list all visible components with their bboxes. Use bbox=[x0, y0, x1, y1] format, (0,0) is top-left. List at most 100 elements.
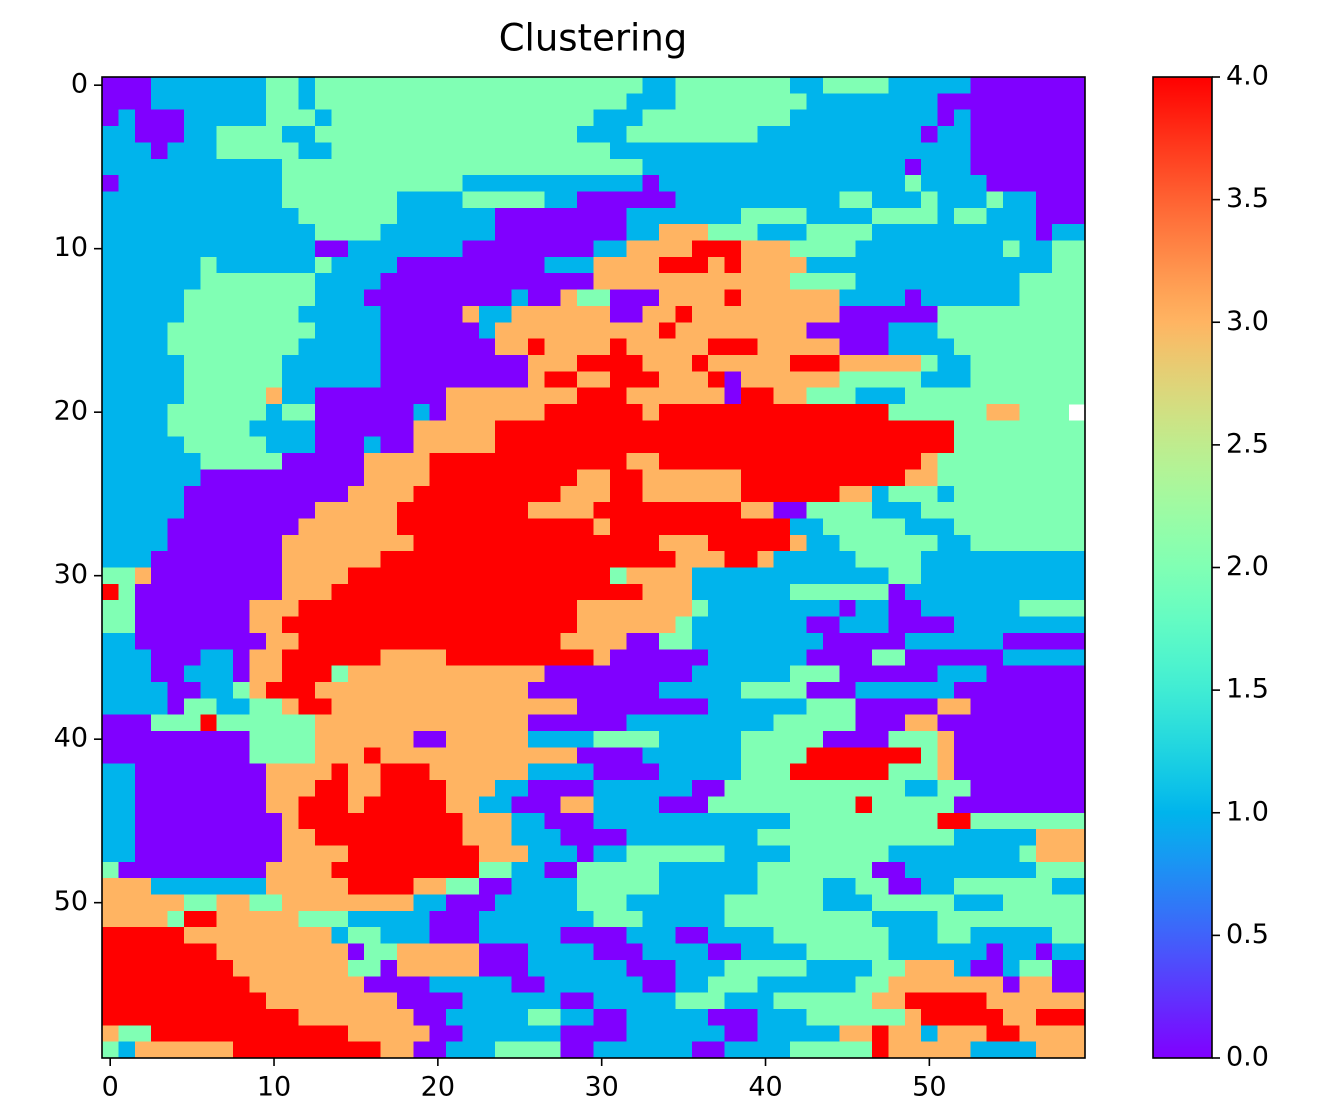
cell bbox=[642, 551, 660, 568]
cell bbox=[790, 845, 807, 863]
cell bbox=[970, 338, 988, 356]
cell bbox=[626, 93, 644, 111]
cell bbox=[216, 289, 234, 307]
cell bbox=[396, 943, 414, 961]
cell bbox=[642, 731, 660, 748]
cell bbox=[134, 175, 152, 192]
cell bbox=[593, 305, 611, 323]
cell bbox=[495, 731, 512, 748]
cell bbox=[216, 224, 234, 241]
cell bbox=[675, 1008, 693, 1026]
cell bbox=[1019, 649, 1037, 666]
cell bbox=[577, 404, 594, 421]
cell bbox=[560, 175, 578, 192]
cell bbox=[233, 191, 250, 209]
cell bbox=[953, 714, 971, 732]
cell bbox=[708, 485, 725, 503]
cell bbox=[265, 126, 283, 143]
cell bbox=[822, 502, 840, 519]
cell bbox=[855, 93, 873, 111]
cell bbox=[855, 747, 873, 765]
cell bbox=[675, 600, 693, 617]
cell bbox=[691, 780, 709, 797]
cell bbox=[478, 502, 496, 519]
cell bbox=[790, 943, 807, 961]
cell bbox=[724, 878, 742, 895]
cell bbox=[396, 665, 414, 683]
cell bbox=[429, 714, 447, 732]
cell bbox=[659, 175, 676, 192]
cell bbox=[691, 109, 709, 127]
cell bbox=[790, 273, 807, 290]
cell bbox=[495, 796, 512, 814]
cell bbox=[1052, 976, 1070, 993]
cell bbox=[986, 845, 1004, 863]
cell bbox=[609, 93, 627, 111]
cell bbox=[1003, 207, 1020, 225]
cell bbox=[167, 665, 185, 683]
cell bbox=[183, 567, 201, 585]
cell bbox=[609, 469, 627, 487]
cell bbox=[478, 600, 496, 617]
cell bbox=[298, 681, 316, 699]
cell bbox=[380, 780, 398, 797]
cell bbox=[659, 992, 676, 1010]
cell bbox=[577, 894, 594, 912]
cell bbox=[970, 322, 988, 339]
cell bbox=[740, 927, 758, 944]
cell bbox=[888, 600, 906, 617]
cell bbox=[167, 371, 185, 389]
cell bbox=[167, 878, 185, 895]
cell bbox=[478, 387, 496, 405]
cell bbox=[593, 142, 611, 160]
cell bbox=[495, 436, 512, 454]
cell bbox=[495, 681, 512, 699]
cell bbox=[1052, 845, 1070, 863]
cell bbox=[446, 1008, 463, 1026]
cell bbox=[298, 240, 316, 258]
cell bbox=[167, 93, 185, 111]
cell bbox=[396, 1041, 414, 1059]
cell bbox=[544, 1041, 562, 1059]
cell bbox=[446, 567, 463, 585]
cell bbox=[249, 992, 267, 1010]
cell bbox=[839, 1025, 857, 1043]
cell bbox=[986, 780, 1004, 797]
cell bbox=[593, 175, 611, 192]
cell bbox=[347, 731, 365, 748]
cell bbox=[659, 894, 676, 912]
cell bbox=[626, 1008, 644, 1026]
cell bbox=[970, 93, 988, 111]
cell bbox=[495, 371, 512, 389]
cell bbox=[675, 632, 693, 650]
cell bbox=[446, 371, 463, 389]
cell bbox=[495, 551, 512, 568]
cell bbox=[429, 829, 447, 846]
cell bbox=[757, 583, 775, 601]
cell bbox=[282, 845, 299, 863]
cell bbox=[1068, 305, 1086, 323]
cell bbox=[609, 649, 627, 666]
cell bbox=[314, 109, 332, 127]
cell bbox=[1019, 338, 1037, 356]
cell bbox=[1068, 878, 1086, 895]
cell bbox=[708, 289, 725, 307]
cell bbox=[429, 518, 447, 536]
cell bbox=[167, 387, 185, 405]
cell bbox=[642, 142, 660, 160]
cell bbox=[970, 600, 988, 617]
cell bbox=[757, 453, 775, 470]
cell bbox=[314, 453, 332, 470]
cell bbox=[872, 910, 889, 928]
cell bbox=[872, 861, 889, 879]
cell bbox=[970, 747, 988, 765]
cell bbox=[888, 698, 906, 716]
cell bbox=[331, 93, 349, 111]
cell bbox=[708, 126, 725, 143]
cell bbox=[855, 665, 873, 683]
cell bbox=[314, 256, 332, 274]
cell bbox=[151, 632, 168, 650]
cell bbox=[478, 731, 496, 748]
cell bbox=[118, 469, 136, 487]
cell bbox=[1019, 93, 1037, 111]
